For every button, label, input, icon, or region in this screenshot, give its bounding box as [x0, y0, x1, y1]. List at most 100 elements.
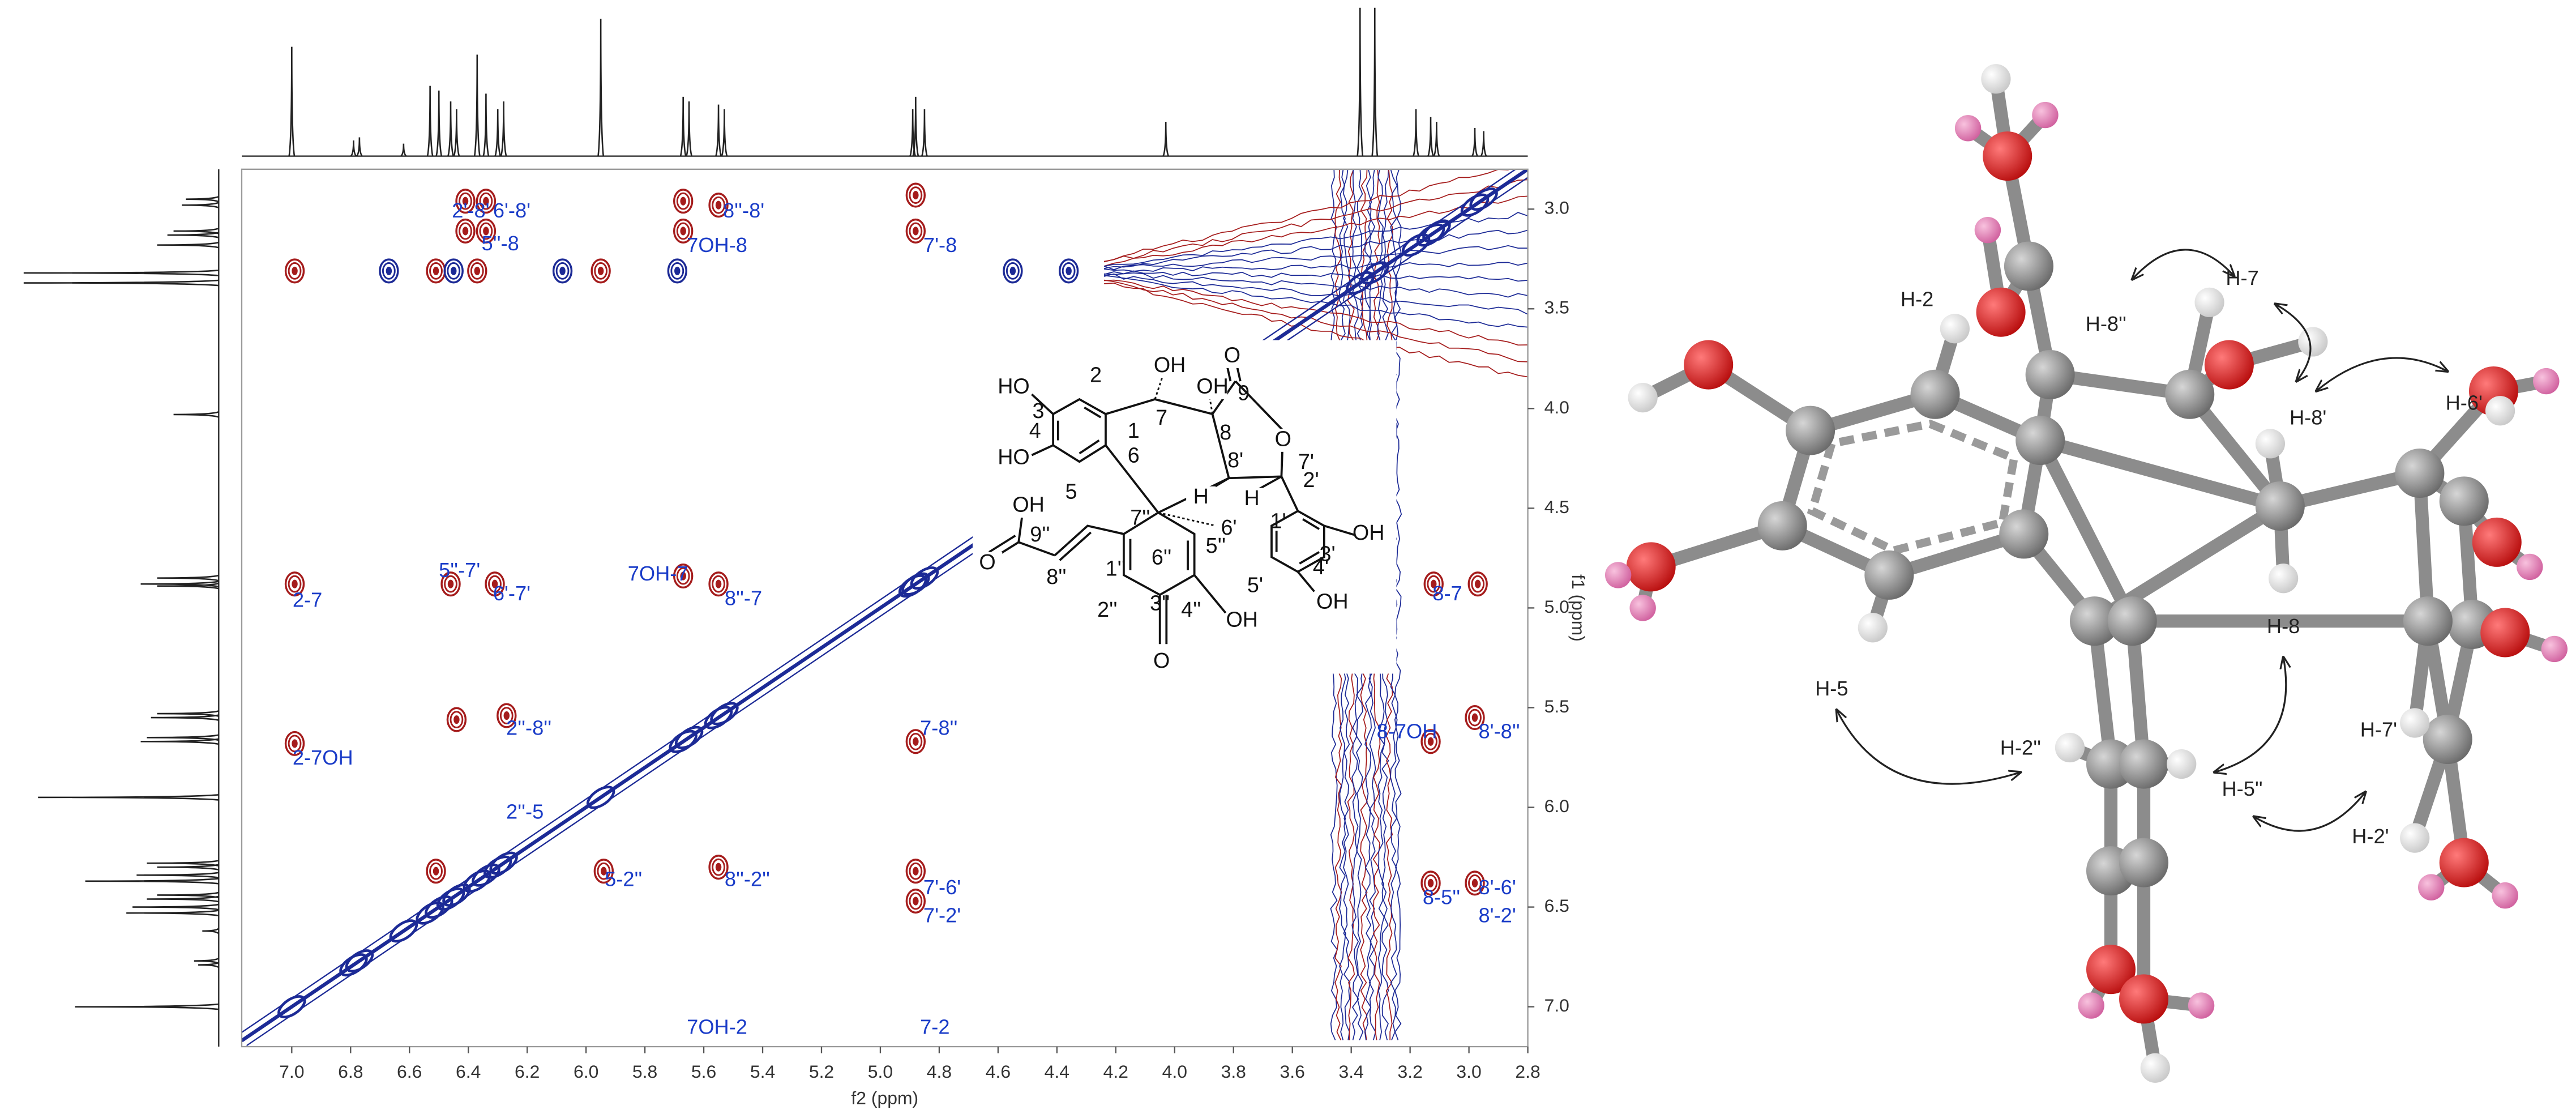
peak-annotation: 8''-8' — [723, 199, 764, 222]
cross-peak — [446, 707, 467, 732]
contour-ring — [909, 186, 923, 204]
structure-label: 6' — [1221, 515, 1236, 539]
atom — [2395, 449, 2445, 498]
artifact-contour — [1103, 179, 1528, 262]
contour-ring — [594, 262, 608, 280]
atom — [2165, 369, 2215, 419]
cross-peak — [593, 859, 614, 884]
structure-label: H — [1244, 486, 1260, 510]
f2-projection — [241, 7, 1528, 157]
model-label: H-5 — [1815, 677, 1848, 700]
cross-peak — [1420, 729, 1441, 754]
atom — [2140, 1053, 2170, 1083]
atom — [1858, 613, 1888, 643]
f2-peak — [500, 101, 507, 156]
atom — [2069, 596, 2119, 646]
diagonal-peak — [389, 919, 418, 943]
model-label: H-5'' — [2222, 777, 2262, 800]
peak-annotation: 8-5'' — [1423, 886, 1460, 909]
x-tick-label: 3.6 — [1280, 1061, 1305, 1082]
x-tick-label: 3.2 — [1397, 1061, 1422, 1082]
contour-ring — [676, 192, 690, 210]
atom — [2418, 874, 2445, 900]
cross-peak — [708, 571, 729, 597]
f2-peak — [447, 101, 454, 156]
cross-peak — [1465, 870, 1485, 896]
noe-arrow — [2275, 304, 2312, 381]
atom — [2298, 327, 2328, 357]
contour-ring — [429, 262, 443, 280]
cross-peak — [1465, 705, 1485, 731]
structure-label: 7' — [1298, 450, 1314, 473]
contour-ring — [674, 266, 681, 275]
structure-label: OH — [1154, 353, 1186, 377]
cross-peak — [1467, 571, 1488, 597]
structure-label: 9 — [1238, 381, 1250, 404]
atom — [1604, 562, 1632, 588]
contour-ring — [1427, 737, 1434, 746]
cross-peak — [284, 731, 305, 756]
atom — [2119, 739, 2169, 789]
contour-ring — [479, 192, 493, 210]
f2-peak — [1480, 131, 1487, 157]
cross-peak — [708, 193, 729, 218]
contour-ring — [676, 567, 690, 585]
atom — [2004, 241, 2053, 291]
label-mask — [1146, 650, 1176, 674]
x-tick-label: 4.4 — [1045, 1061, 1069, 1082]
f2-peak — [473, 54, 481, 156]
f2-peak — [1427, 117, 1434, 157]
f2-peak — [494, 109, 502, 157]
label-mask — [1237, 488, 1267, 511]
peak-annotation: 7OH-7 — [628, 562, 688, 585]
atom — [2400, 708, 2430, 738]
artifact-contour — [1103, 275, 1528, 328]
atom — [1954, 115, 1982, 142]
contour-ring — [382, 262, 396, 280]
cross-peak — [455, 218, 476, 244]
atom — [1628, 382, 1658, 413]
f2-peak — [482, 93, 490, 156]
contour-ring — [453, 715, 460, 724]
f1-peak — [140, 581, 219, 588]
artifact-contour — [1104, 282, 1528, 378]
noe-arrow — [1837, 710, 2021, 785]
annotations: 2'-8' 6'-8' 5''-8 8''-8' 7OH-8 7'-8 5''-7' 6'-7… — [293, 199, 1520, 1039]
structure-label: 7'' — [1130, 506, 1150, 530]
atom — [2086, 945, 2136, 995]
y-tick-label: 7.0 — [1544, 995, 1569, 1015]
atom — [2533, 368, 2560, 395]
model-label: H-6' — [2446, 391, 2483, 414]
atom — [1786, 406, 1835, 455]
atom — [2480, 608, 2530, 658]
f1-peak — [173, 411, 219, 418]
f1-peak — [85, 877, 219, 885]
contour-ring — [913, 227, 919, 236]
contour-ring — [676, 222, 690, 240]
structure-label: OH — [1012, 493, 1045, 517]
structure-label: 9'' — [1030, 522, 1050, 546]
contour-ring — [909, 862, 923, 880]
y-tick-label: 5.0 — [1544, 596, 1569, 617]
structure-label: 1' — [1270, 509, 1286, 533]
model-label: H-7 — [2226, 266, 2258, 289]
noe-arrow — [2316, 357, 2447, 391]
contour-ring — [909, 222, 923, 240]
atom — [2269, 564, 2299, 594]
structure-label: 8'' — [1046, 565, 1066, 588]
structure-label: O — [1224, 343, 1240, 367]
cross-peak — [1003, 258, 1023, 284]
f1-peak — [126, 910, 219, 917]
peak-annotation: 6'-7' — [493, 582, 530, 605]
model-label: H-2'' — [2000, 736, 2041, 759]
contour-ring — [712, 575, 725, 593]
x-tick-label: 6.8 — [338, 1061, 363, 1082]
contour-ring — [488, 575, 502, 593]
diagonal-peak — [425, 895, 453, 919]
bond — [2413, 466, 2435, 628]
atom — [1999, 509, 2049, 559]
f1-peak — [38, 793, 219, 801]
contour-ring — [1062, 262, 1076, 280]
